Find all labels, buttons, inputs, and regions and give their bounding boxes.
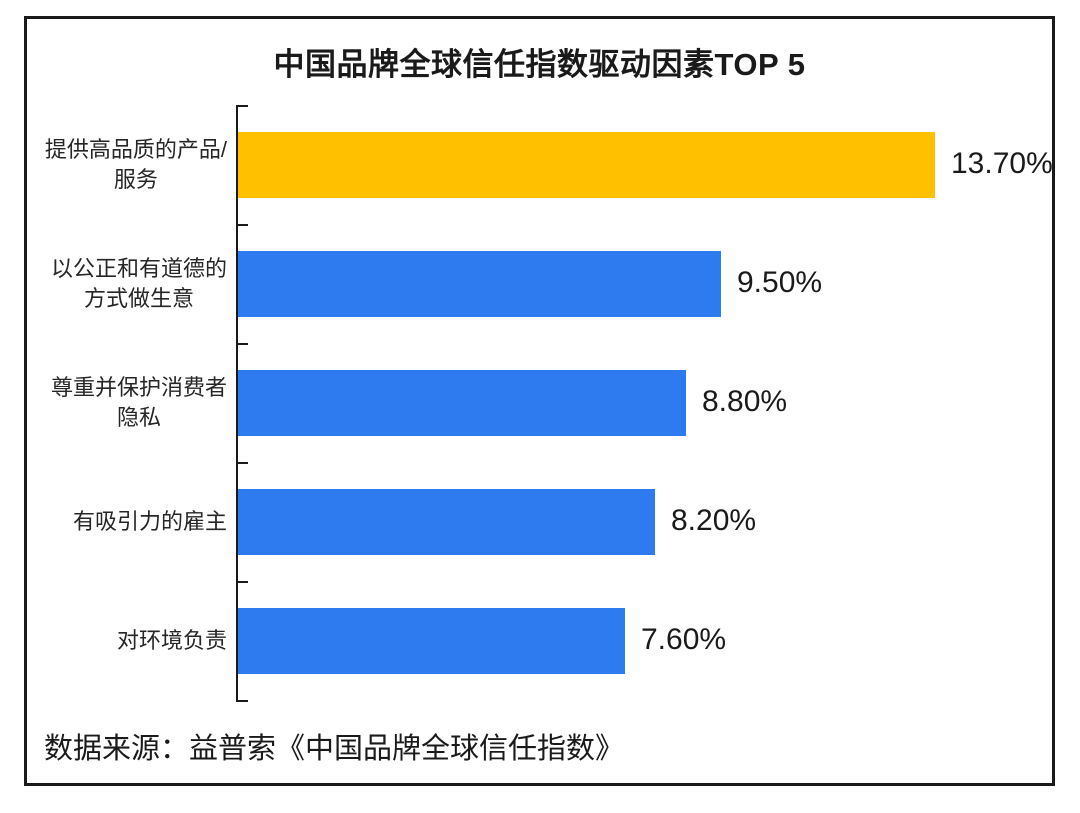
axis-tick: [236, 224, 248, 226]
bar: [238, 369, 686, 436]
value-label: 13.70%: [951, 146, 1053, 180]
axis-tick: [236, 581, 248, 583]
category-label: 有吸引力的雇主: [35, 462, 227, 581]
bar: [238, 607, 625, 674]
y-axis-line: [236, 105, 238, 702]
value-label: 7.60%: [641, 622, 727, 656]
category-label-text: 以公正和有道德的 方式做生意: [50, 255, 227, 311]
axis-tick: [236, 700, 248, 702]
value-label: 9.50%: [737, 265, 823, 299]
bar: [238, 488, 655, 555]
bar: [238, 131, 935, 198]
source-note: 数据来源：益普索《中国品牌全球信任指数》: [44, 733, 625, 765]
category-label-text: 对环境负责: [116, 627, 227, 653]
chart-title: 中国品牌全球信任指数驱动因素TOP 5: [273, 47, 806, 82]
axis-tick: [236, 462, 248, 464]
axis-tick: [236, 105, 248, 107]
category-label-text: 有吸引力的雇主: [72, 508, 227, 534]
category-label-text: 提供高品质的产品/ 服务: [44, 136, 227, 192]
category-label: 对环境负责: [35, 581, 227, 700]
category-label: 以公正和有道德的 方式做生意: [35, 224, 227, 343]
plot-area: 提供高品质的产品/ 服务 13.70% 以公正和有道德的 方式做生意 9.50% 尊重并…: [27, 19, 1053, 783]
category-label: 提供高品质的产品/ 服务: [35, 105, 227, 224]
category-label: 尊重并保护消费者 隐私: [35, 343, 227, 462]
chart-frame: 中国品牌全球信任指数驱动因素TOP 5 提供高品质的产品/ 服务 13.70% 以公…: [24, 16, 1055, 786]
category-label-text: 尊重并保护消费者 隐私: [50, 374, 227, 430]
value-label: 8.80%: [702, 384, 788, 418]
bar: [238, 250, 721, 317]
axis-tick: [236, 343, 248, 345]
value-label: 8.20%: [671, 503, 757, 537]
